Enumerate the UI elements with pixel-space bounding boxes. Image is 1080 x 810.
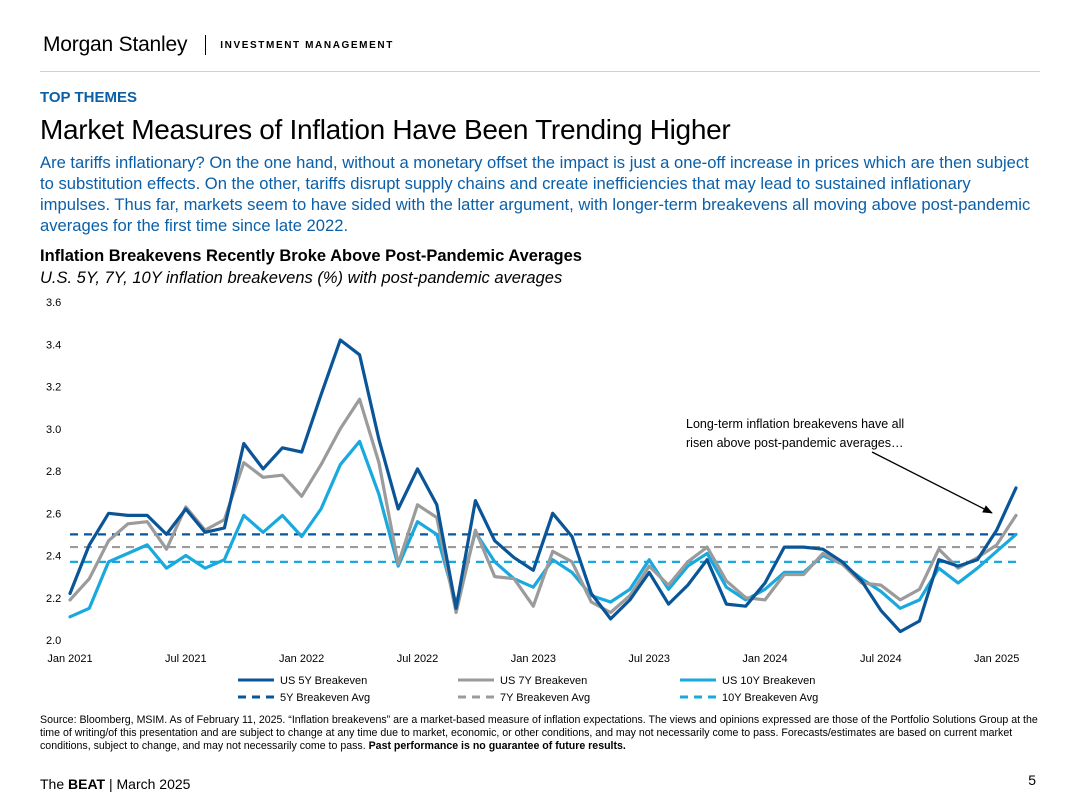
y-tick-label: 2.6 — [46, 508, 61, 520]
x-tick-label: Jan 2024 — [742, 653, 787, 665]
footer-the: The — [40, 776, 65, 792]
x-tick-label: Jan 2025 — [974, 653, 1019, 665]
morgan-stanley-logo: Morgan Stanley — [43, 33, 188, 56]
annotation-arrow — [871, 451, 993, 514]
legend-label: 10Y Breakeven Avg — [722, 692, 818, 704]
y-tick-label: 2.2 — [46, 593, 61, 605]
source-disclaimer: Past performance is no guarantee of futu… — [368, 740, 626, 752]
header-divider — [205, 35, 207, 55]
series-line-us-10y-breakeven — [68, 439, 1018, 619]
legend-label: 7Y Breakeven Avg — [500, 692, 590, 704]
y-tick-label: 3.4 — [46, 339, 61, 351]
y-tick-label: 3.2 — [46, 382, 61, 394]
footer-date: | March 2025 — [108, 776, 191, 792]
legend-label: US 7Y Breakeven — [500, 675, 587, 687]
source-text: Source: Bloomberg, MSIM. As of February … — [40, 714, 1038, 752]
legend-label: US 5Y Breakeven — [280, 675, 367, 687]
y-tick-label: 2.4 — [46, 551, 61, 563]
series-line-us-5y-breakeven — [68, 338, 1018, 634]
header-rule — [40, 71, 1040, 72]
header: Morgan Stanley INVESTMENT MANAGEMENT — [43, 30, 394, 60]
annotation-text: risen above post-pandemic averages… — [686, 436, 903, 450]
source-note: Source: Bloomberg, MSIM. As of February … — [40, 714, 1045, 753]
series-line-us-7y-breakeven — [68, 397, 1018, 615]
legend-label: 5Y Breakeven Avg — [280, 692, 370, 704]
footer-beat: BEAT — [68, 776, 106, 792]
division-label: INVESTMENT MANAGEMENT — [220, 39, 394, 51]
y-tick-label: 2.8 — [46, 466, 61, 478]
x-tick-label: Jul 2022 — [397, 653, 439, 665]
footer: The BEAT | March 2025 — [40, 776, 190, 792]
page-title: Market Measures of Inflation Have Been T… — [40, 114, 731, 145]
y-tick-label: 3.0 — [46, 424, 61, 436]
x-tick-label: Jan 2022 — [279, 653, 324, 665]
x-tick-label: Jan 2023 — [511, 653, 556, 665]
x-tick-label: Jul 2021 — [165, 653, 207, 665]
legend-label: US 10Y Breakeven — [722, 675, 815, 687]
chart-title: Inflation Breakevens Recently Broke Abov… — [40, 247, 582, 265]
annotation-text: Long-term inflation breakevens have all — [686, 417, 904, 431]
breakeven-line-chart: 2.0 2.2 2.4 2.6 2.8 3.0 3.2 3.4 3.6 Jan 2021 Jul … — [46, 297, 1019, 704]
x-tick-label: Jul 2024 — [860, 653, 902, 665]
y-tick-label: 2.0 — [46, 635, 61, 647]
y-tick-label: 3.6 — [46, 297, 61, 309]
chart-subtitle: U.S. 5Y, 7Y, 10Y inflation breakevens (%… — [40, 269, 563, 287]
intro-paragraph: Are tariffs inflationary? On the one han… — [40, 153, 1031, 235]
page-number: 5 — [1028, 772, 1036, 788]
section-kicker: TOP THEMES — [40, 89, 137, 106]
x-tick-label: Jan 2021 — [47, 653, 92, 665]
x-tick-label: Jul 2023 — [628, 653, 670, 665]
